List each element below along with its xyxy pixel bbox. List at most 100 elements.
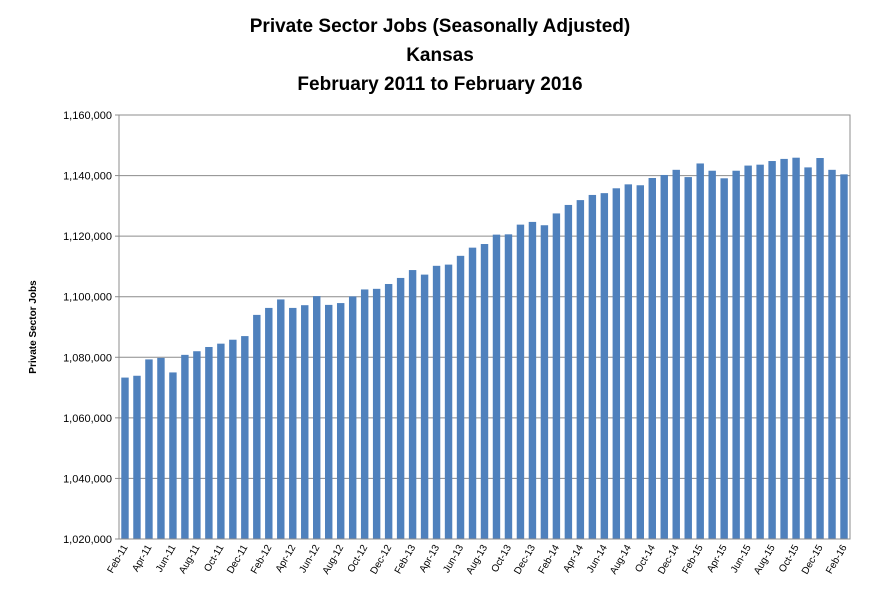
- bar-feb-15: [696, 163, 704, 539]
- bar-jun-11: [169, 372, 177, 539]
- chart-title: Private Sector Jobs (Seasonally Adjusted…: [249, 16, 631, 37]
- bar-mar-15: [708, 170, 716, 540]
- x-tick-label: Apr-13: [418, 543, 443, 575]
- bar-feb-16: [840, 174, 848, 540]
- x-tick-label: Apr-15: [705, 543, 730, 575]
- x-tick-label: Dec-14: [656, 543, 682, 577]
- x-tick-label: Oct-11: [202, 543, 226, 574]
- bar-dec-14: [672, 169, 680, 539]
- bar-oct-11: [217, 343, 225, 539]
- x-tick-label: Apr-11: [130, 543, 154, 574]
- x-tick-label: Apr-14: [561, 543, 586, 575]
- bar-sep-11: [205, 346, 213, 539]
- y-axis-ticks: 1,020,000 1,040,000 1,060,000 1,080,000 1,10…: [63, 110, 119, 546]
- x-tick-label: Feb-16: [824, 543, 850, 576]
- x-tick-label: Dec-12: [369, 543, 395, 577]
- y-tick-label: 1,120,000: [63, 231, 112, 243]
- bar-dec-15: [816, 158, 824, 539]
- bar-may-14: [588, 194, 597, 539]
- x-tick-label: Feb-11: [106, 543, 131, 576]
- bar-dec-11: [241, 336, 249, 539]
- bar-oct-15: [792, 157, 800, 539]
- y-tick-label: 1,020,000: [63, 534, 112, 546]
- bar-nov-13: [516, 224, 525, 539]
- bar-sep-13: [492, 234, 501, 539]
- bar-apr-12: [289, 307, 297, 539]
- y-tick-label: 1,060,000: [63, 413, 112, 425]
- bar-jun-13: [456, 255, 465, 539]
- bar-apr-13: [432, 265, 441, 539]
- bar-oct-14: [648, 177, 656, 540]
- bar-jul-12: [325, 304, 333, 539]
- bar-apr-15: [720, 178, 728, 540]
- bar-oct-13: [504, 234, 513, 539]
- bar-dec-13: [528, 221, 537, 539]
- bar-jul-14: [612, 188, 621, 540]
- bar-feb-13: [408, 270, 417, 539]
- x-tick-label: Dec-11: [225, 543, 250, 576]
- bar-nov-11: [229, 339, 237, 539]
- bar-may-13: [444, 264, 453, 539]
- x-tick-label: Dec-15: [800, 543, 826, 577]
- y-axis-label: Private Sector Jobs: [28, 280, 39, 374]
- x-tick-label: Jun-15: [729, 543, 754, 575]
- bar-jun-12: [313, 296, 321, 539]
- x-tick-label: Oct-13: [490, 543, 515, 575]
- bar-jan-12: [253, 314, 261, 539]
- x-tick-label: Aug-12: [321, 543, 347, 577]
- x-tick-label: Dec-13: [512, 543, 538, 577]
- chart-subtitle: Kansas: [406, 45, 474, 66]
- x-tick-label: Jun-14: [585, 543, 610, 575]
- bar-aug-12: [336, 303, 345, 539]
- bar-apr-14: [576, 200, 585, 539]
- bar-mar-12: [277, 299, 285, 539]
- bars: [121, 157, 848, 540]
- bar-jun-15: [744, 165, 752, 539]
- bar-jul-11: [181, 354, 189, 539]
- x-tick-label: Jun-11: [154, 543, 179, 575]
- bar-aug-13: [480, 244, 489, 539]
- bar-nov-15: [804, 167, 812, 539]
- bar-feb-11: [121, 377, 129, 539]
- x-tick-label: Oct-14: [633, 543, 658, 575]
- bar-apr-11: [145, 359, 153, 539]
- bar-sep-15: [780, 158, 788, 539]
- bar-jun-14: [600, 193, 609, 539]
- y-tick-label: 1,080,000: [63, 352, 112, 364]
- plot-area-frame: [118, 114, 851, 540]
- x-tick-label: Jun-12: [298, 543, 323, 575]
- bar-sep-14: [636, 185, 644, 539]
- x-tick-label: Jun-13: [441, 543, 466, 575]
- x-tick-label: Oct-12: [346, 543, 371, 575]
- chart-date-range: February 2011 to February 2016: [297, 74, 583, 95]
- bar-oct-12: [360, 289, 369, 539]
- y-tick-label: 1,140,000: [63, 171, 112, 183]
- y-tick-label: 1,100,000: [63, 292, 112, 304]
- bar-jan-13: [396, 277, 405, 539]
- bar-aug-15: [768, 161, 776, 539]
- bar-may-15: [732, 170, 740, 540]
- bar-sep-12: [348, 296, 357, 539]
- bar-mar-11: [133, 375, 141, 539]
- bar-aug-14: [624, 184, 633, 539]
- bar-nov-12: [372, 288, 381, 539]
- bar-mar-14: [564, 204, 573, 539]
- bar-feb-14: [552, 213, 561, 539]
- x-tick-label: Aug-13: [464, 543, 490, 577]
- bar-aug-11: [193, 351, 201, 539]
- y-tick-label: 1,040,000: [63, 473, 112, 485]
- bar-dec-12: [384, 283, 393, 539]
- bar-nov-14: [660, 174, 668, 539]
- y-tick-label: 1,160,000: [63, 110, 112, 122]
- bar-may-11: [157, 357, 165, 539]
- x-tick-label: Aug-15: [752, 543, 778, 577]
- bar-jan-14: [540, 225, 549, 540]
- bar-feb-12: [265, 307, 273, 539]
- bar-may-12: [301, 305, 309, 539]
- x-tick-label: Feb-14: [537, 543, 563, 576]
- x-tick-label: Oct-15: [777, 543, 802, 575]
- bar-jul-13: [468, 247, 477, 539]
- x-tick-label: Feb-15: [680, 543, 706, 576]
